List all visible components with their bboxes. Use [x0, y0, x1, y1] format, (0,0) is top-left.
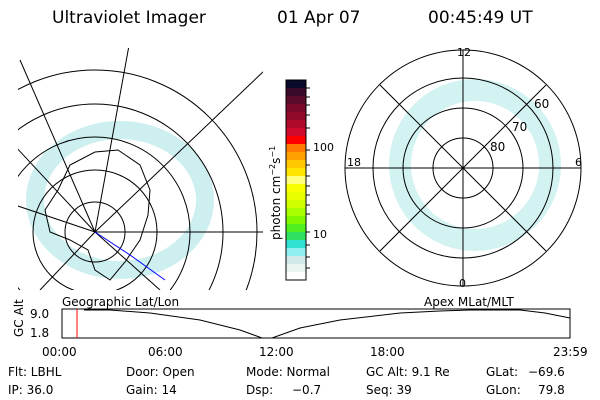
colorbar-band [286, 216, 306, 225]
colorbar-unit-exp1: −2 [268, 163, 277, 176]
colorbar-band [286, 168, 306, 177]
gain: Gain: 14 [126, 383, 177, 397]
colorbar-band [286, 136, 306, 145]
colorbar-band [286, 264, 306, 273]
colorbar-band [286, 120, 306, 129]
ip: IP: 36.0 [8, 383, 54, 397]
colorbar-band [286, 224, 306, 233]
altitude-timeline [61, 308, 571, 339]
mlt-18: 18 [347, 156, 361, 169]
mlat-60: 60 [534, 97, 550, 111]
xtick-1800: 18:00 [370, 345, 405, 359]
dsp-value: −0.7 [292, 383, 322, 397]
geographic-label: Geographic Lat/Lon [62, 295, 180, 309]
apex-label: Apex MLat/MLT [424, 295, 514, 309]
timeline-ylabel: GC Alt [12, 299, 26, 337]
colorbar-band [286, 112, 306, 121]
colorbar-band [286, 176, 306, 185]
colorbar-unit-exp2: −1 [268, 145, 277, 158]
mlt-0: 0 [459, 277, 466, 290]
colorbar-tick-100: 100 [313, 141, 334, 154]
glon-label: GLon: [486, 383, 521, 397]
colorbar-band [286, 80, 306, 89]
colorbar-band [286, 208, 306, 217]
colorbar-band [286, 232, 306, 241]
date: 01 Apr 07 [277, 8, 361, 28]
colorbar [285, 79, 310, 281]
xtick-0600: 06:00 [148, 345, 183, 359]
filter: Flt: LBHL [8, 365, 62, 379]
mlt-6: 6 [575, 156, 582, 169]
colorbar-frame [285, 79, 307, 281]
colorbar-band [286, 272, 306, 281]
colorbar-band [286, 128, 306, 137]
gc-alt: GC Alt: 9.1 Re [366, 365, 450, 379]
colorbar-band [286, 152, 306, 161]
xtick-1200: 12:00 [259, 345, 294, 359]
coastline-blue [94, 231, 166, 281]
colorbar-band [286, 104, 306, 113]
colorbar-unit: photon cm−2s−1 [268, 146, 283, 240]
mode: Mode: Normal [246, 365, 330, 379]
time: 00:45:49 UT [428, 8, 533, 28]
colorbar-band [286, 192, 306, 201]
mlat-70: 70 [512, 120, 528, 134]
aurora-oval [389, 79, 561, 251]
colorbar-band [286, 96, 306, 105]
geographic-map [18, 48, 263, 290]
xtick-0000: 00:00 [42, 345, 77, 359]
colorbar-band [286, 200, 306, 209]
instrument-title: Ultraviolet Imager [52, 8, 206, 28]
altitude-curve [84, 309, 571, 339]
colorbar-band [286, 88, 306, 97]
colorbar-band [286, 256, 306, 265]
colorbar-band [286, 240, 306, 249]
colorbar-band [286, 144, 306, 153]
ytick-9: 9.0 [30, 307, 50, 321]
aurora-oval [26, 121, 214, 279]
mlat-80: 80 [490, 140, 506, 154]
polar-plot [344, 49, 582, 287]
dsp-label: Dsp: [246, 383, 274, 397]
colorbar-unit-s: s [269, 157, 283, 164]
glon-value: 79.8 [538, 383, 565, 397]
mlt-12: 12 [457, 46, 471, 59]
colorbar-band [286, 248, 306, 257]
colorbar-unit-base: photon cm [269, 175, 283, 240]
xtick-2359: 23:59 [553, 345, 588, 359]
door: Door: Open [126, 365, 195, 379]
colorbar-band [286, 160, 306, 169]
coastline [44, 149, 151, 281]
glat-label: GLat: [486, 365, 519, 379]
glat-value: −69.6 [528, 365, 565, 379]
colorbar-band [286, 184, 306, 193]
ytick-1-8: 1.8 [30, 326, 50, 340]
colorbar-tick-10: 10 [313, 228, 327, 241]
seq: Seq: 39 [366, 383, 412, 397]
